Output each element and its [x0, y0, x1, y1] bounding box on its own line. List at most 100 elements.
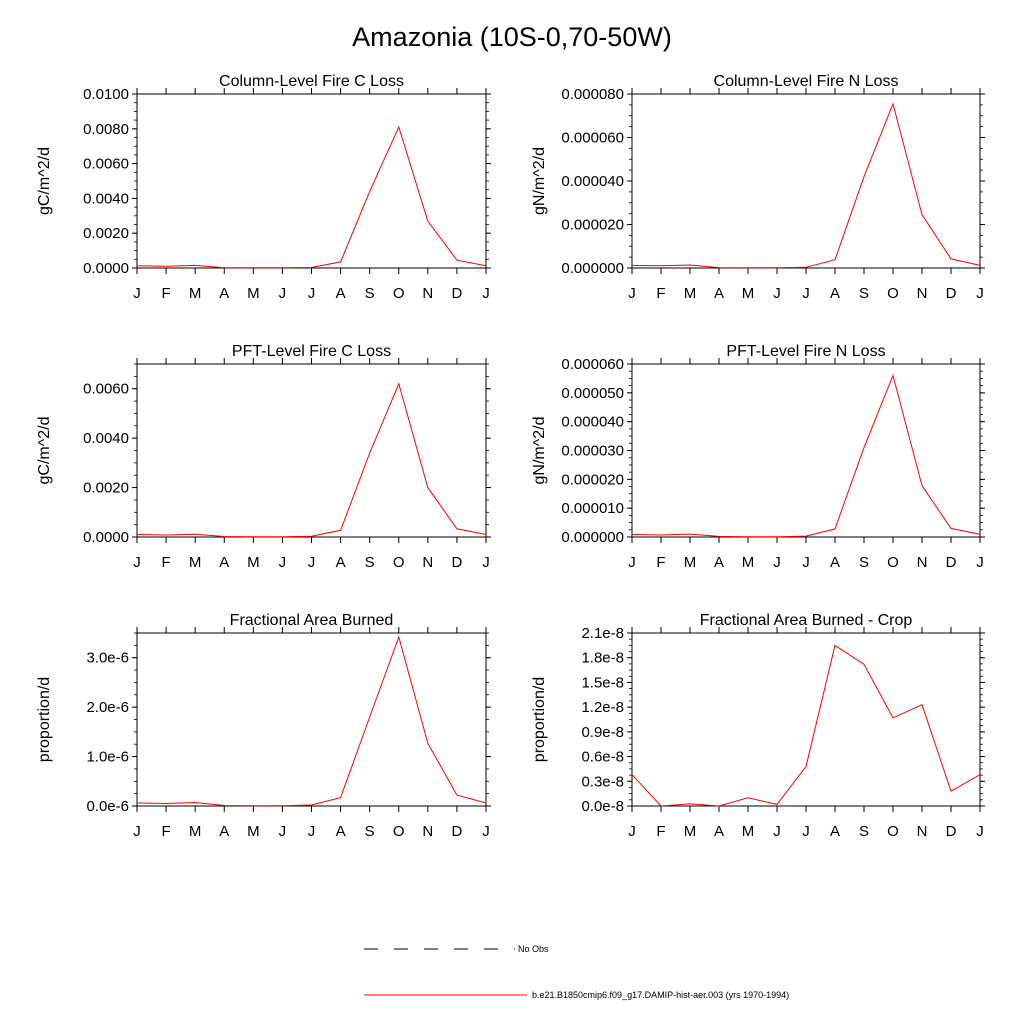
x-tick-label: J: [279, 554, 287, 571]
legend-label-2: b.e21.B1850cmip6.f09_g17.DAMIP-hist-aer.…: [532, 990, 789, 1000]
x-tick-label: M: [742, 823, 755, 840]
x-tick-label: O: [393, 285, 405, 302]
x-tick-label: F: [656, 554, 665, 571]
x-tick-label: J: [482, 285, 490, 302]
x-tick-label: F: [656, 823, 665, 840]
y-tick-label: 1.2e-8: [581, 699, 624, 716]
x-tick-label: A: [219, 554, 229, 571]
x-tick-label: A: [830, 554, 840, 571]
x-tick-label: M: [247, 554, 260, 571]
chart-panel-4: PFT-Level Fire N Loss gN/m^2/d 0.000000 0.0…: [531, 343, 985, 571]
x-tick-label: J: [133, 823, 141, 840]
x-tick-label: J: [976, 554, 984, 571]
x-tick-label: M: [742, 554, 755, 571]
chart-title: PFT-Level Fire C Loss: [232, 343, 391, 360]
y-tick-label: 0.0e-8: [581, 798, 624, 815]
y-tick-label: 0.3e-8: [581, 773, 624, 790]
chart-panel-1: Column-Level Fire C Loss gC/m^2/d 0.0000 0.…: [36, 73, 491, 302]
x-tick-label: M: [189, 823, 202, 840]
x-tick-label: J: [773, 285, 781, 302]
plot-frame: [631, 93, 981, 269]
x-tick-label: O: [393, 554, 405, 571]
x-tick-label: A: [336, 554, 346, 571]
series-line: [631, 102, 981, 269]
x-tick-label: J: [482, 823, 490, 840]
y-axis-label: gN/m^2/d: [531, 147, 548, 215]
x-tick-label: J: [308, 285, 316, 302]
y-axis-label: gC/m^2/d: [36, 417, 53, 485]
y-tick-label: 0.6e-8: [581, 749, 624, 766]
x-tick-label: J: [628, 823, 636, 840]
page-title: Amazonia (10S-0,70-50W): [352, 22, 672, 52]
y-tick-label: 0.000020: [561, 217, 624, 234]
plot-frame: [631, 363, 981, 538]
y-tick-label: 0.000050: [561, 385, 624, 402]
x-tick-label: A: [219, 823, 229, 840]
plot-frame: [631, 632, 981, 807]
y-tick-label: 0.0060: [83, 381, 129, 398]
chart-panel-5: Fractional Area Burned proportion/d 0.0e-6…: [36, 612, 491, 840]
chart-title: PFT-Level Fire N Loss: [726, 343, 885, 360]
x-tick-label: S: [365, 554, 375, 571]
y-tick-label: 0.000060: [561, 130, 624, 147]
x-tick-label: N: [917, 823, 928, 840]
x-tick-label: F: [161, 285, 170, 302]
y-tick-label: 0.000060: [561, 356, 624, 373]
x-tick-label: J: [308, 823, 316, 840]
chart-panel-3: PFT-Level Fire C Loss gC/m^2/d 0.0000 0.002…: [36, 343, 491, 571]
y-tick-label: 0.0060: [83, 156, 129, 173]
x-tick-label: J: [802, 285, 810, 302]
x-tick-label: O: [393, 823, 405, 840]
x-tick-label: F: [161, 823, 170, 840]
x-tick-label: D: [451, 823, 462, 840]
x-tick-label: A: [714, 285, 724, 302]
plot-frame: [136, 363, 487, 538]
chart-title: Fractional Area Burned - Crop: [700, 612, 913, 629]
y-tick-label: 2.1e-8: [581, 625, 624, 642]
x-tick-label: N: [422, 554, 433, 571]
x-tick-label: J: [773, 823, 781, 840]
x-tick-label: J: [133, 285, 141, 302]
x-tick-label: O: [887, 285, 899, 302]
x-tick-label: N: [917, 554, 928, 571]
y-tick-label: 0.0020: [83, 225, 129, 242]
x-tick-label: M: [189, 554, 202, 571]
series-line: [136, 125, 487, 269]
x-tick-label: D: [946, 823, 957, 840]
y-tick-label: 1.5e-8: [581, 674, 624, 691]
x-tick-label: J: [279, 285, 287, 302]
y-axis-label: gC/m^2/d: [36, 147, 53, 215]
y-tick-label: 0.9e-8: [581, 724, 624, 741]
y-tick-label: 0.0040: [83, 430, 129, 447]
series-line: [631, 644, 981, 807]
x-tick-label: M: [684, 554, 697, 571]
x-tick-label: A: [714, 823, 724, 840]
y-tick-label: 0.000080: [561, 86, 624, 103]
x-tick-label: M: [684, 823, 697, 840]
y-tick-label: 0.0e-6: [86, 798, 129, 815]
x-tick-label: A: [830, 823, 840, 840]
y-axis-label: proportion/d: [36, 677, 53, 762]
y-tick-label: 0.000000: [561, 529, 624, 546]
x-tick-label: M: [247, 823, 260, 840]
x-tick-label: J: [802, 554, 810, 571]
plot-frame: [136, 632, 487, 807]
x-tick-label: D: [451, 554, 462, 571]
x-tick-label: A: [830, 285, 840, 302]
x-tick-label: S: [365, 823, 375, 840]
x-tick-label: N: [422, 823, 433, 840]
y-tick-label: 0.0100: [83, 86, 129, 103]
x-tick-label: J: [976, 285, 984, 302]
x-tick-label: S: [365, 285, 375, 302]
x-tick-label: N: [917, 285, 928, 302]
x-tick-label: J: [308, 554, 316, 571]
x-tick-label: D: [946, 554, 957, 571]
x-tick-label: J: [802, 823, 810, 840]
x-tick-label: D: [451, 285, 462, 302]
y-tick-label: 0.000000: [561, 260, 624, 277]
x-tick-label: A: [714, 554, 724, 571]
y-tick-label: 0.000020: [561, 471, 624, 488]
y-tick-label: 2.0e-6: [86, 699, 129, 716]
chart-title: Column-Level Fire C Loss: [219, 73, 404, 90]
